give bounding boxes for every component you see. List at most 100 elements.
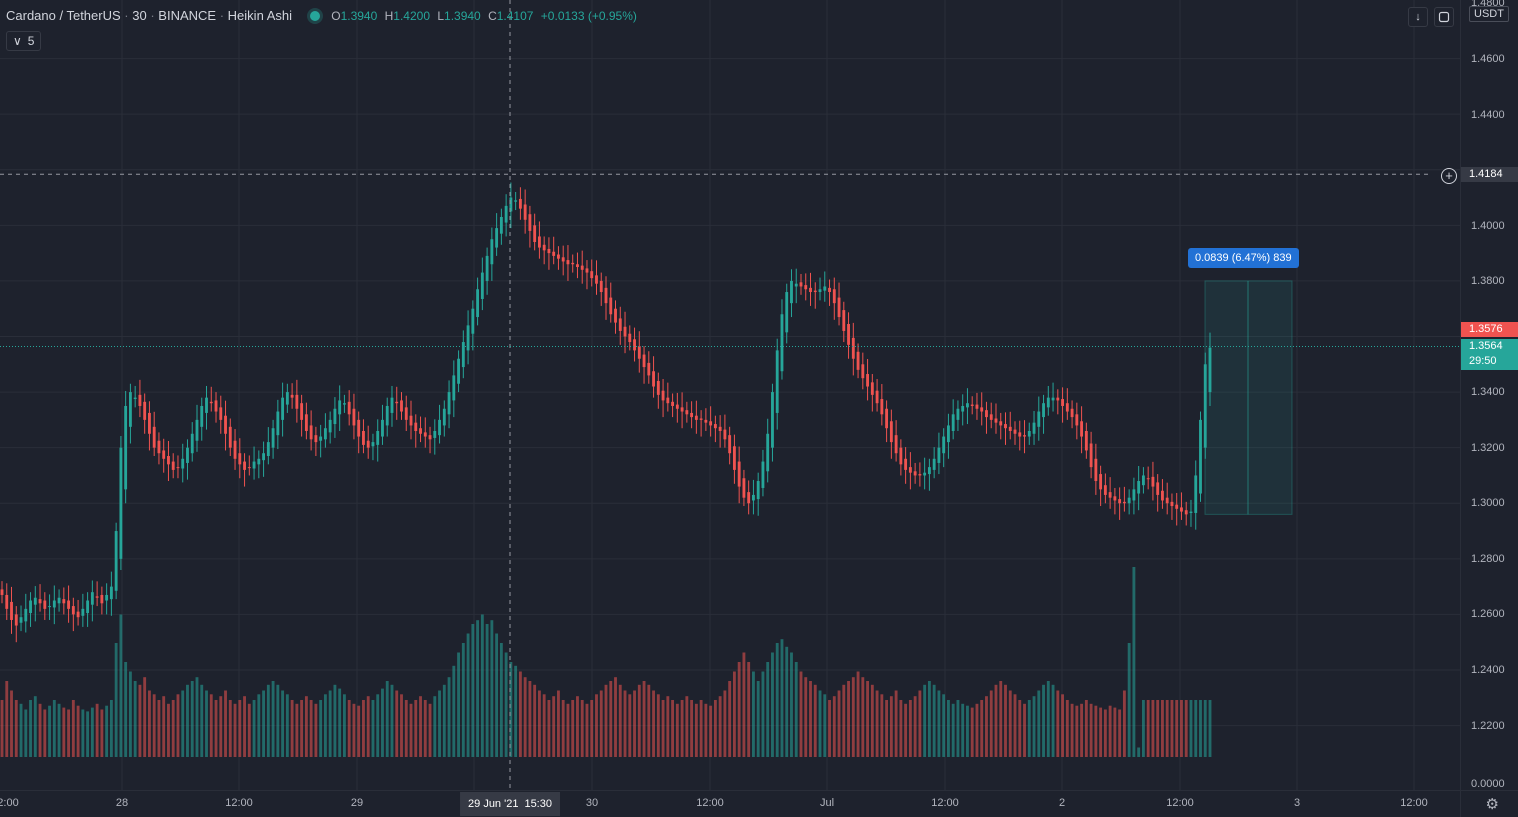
volume-bar bbox=[585, 703, 589, 757]
volume-bar bbox=[328, 690, 332, 757]
volume-bar bbox=[447, 677, 451, 757]
candle-body bbox=[1165, 497, 1169, 504]
candle-body bbox=[499, 216, 503, 234]
indicators-toggle-button[interactable]: ∨ 5 bbox=[6, 31, 42, 51]
candle-body bbox=[908, 467, 912, 473]
fullscreen-icon[interactable] bbox=[1434, 7, 1454, 27]
candle-body bbox=[1113, 496, 1117, 501]
candle-body bbox=[837, 297, 841, 318]
volume-bar bbox=[457, 652, 460, 757]
volume-bar bbox=[438, 690, 441, 757]
volume-bar bbox=[1161, 700, 1164, 757]
candle-body bbox=[552, 251, 556, 256]
candle-body bbox=[595, 275, 598, 284]
candle-body bbox=[480, 272, 484, 299]
candle-body bbox=[847, 323, 850, 345]
candle-body bbox=[761, 461, 765, 488]
candle-body bbox=[566, 260, 570, 265]
volume-bar bbox=[599, 690, 603, 757]
volume-bar bbox=[518, 671, 522, 757]
crosshair-price-label: 1.4184 bbox=[1461, 167, 1518, 182]
volume-bar bbox=[200, 684, 204, 757]
volume-bar bbox=[951, 703, 955, 757]
symbol-name[interactable]: Cardano / TetherUS bbox=[6, 8, 121, 23]
volume-bar bbox=[661, 700, 665, 757]
candle-body bbox=[946, 425, 950, 443]
candle-body bbox=[281, 397, 285, 420]
volume-bar bbox=[946, 700, 950, 757]
time-tick: 2:00 bbox=[0, 797, 19, 809]
candle-body bbox=[537, 236, 541, 248]
candle-body bbox=[124, 405, 128, 490]
volume-bar bbox=[861, 677, 865, 757]
candle-body bbox=[1084, 430, 1088, 451]
volume-bar bbox=[209, 694, 213, 757]
volume-bar bbox=[837, 690, 841, 757]
volume-bar bbox=[989, 690, 993, 757]
volume-bar bbox=[1075, 705, 1079, 757]
candle-body bbox=[314, 435, 318, 443]
volume-bar bbox=[423, 700, 427, 757]
price-chart[interactable] bbox=[0, 0, 1460, 790]
volume-bar bbox=[342, 694, 346, 757]
candle-body bbox=[780, 314, 784, 372]
candle-body bbox=[785, 292, 789, 333]
volume-bar bbox=[295, 703, 299, 757]
volume-bar bbox=[675, 703, 679, 757]
volume-bar bbox=[1180, 700, 1183, 757]
price-tick: 1.2600 bbox=[1471, 608, 1505, 620]
time-axis[interactable]: 2:00 28 12:00 29 30 12:00 Jul 12:00 2 12… bbox=[0, 790, 1460, 817]
candle-body bbox=[1056, 397, 1060, 401]
candle-body bbox=[590, 271, 594, 279]
candle-body bbox=[471, 308, 475, 334]
candle-body bbox=[728, 435, 732, 454]
low-value: 1.3940 bbox=[444, 9, 481, 23]
volume-bar bbox=[737, 662, 741, 757]
candle-body bbox=[547, 248, 551, 254]
volume-bar bbox=[124, 662, 128, 757]
candle-body bbox=[423, 432, 427, 437]
gear-icon[interactable]: ⚙ bbox=[1485, 796, 1499, 813]
measure-tool-label[interactable]: 0.0839 (6.47%) 839 bbox=[1188, 248, 1299, 268]
candle-body bbox=[171, 461, 175, 470]
candle-body bbox=[205, 397, 208, 413]
candle-body bbox=[262, 453, 266, 461]
candle-body bbox=[1046, 397, 1050, 408]
candle-body bbox=[666, 397, 670, 404]
volume-bar bbox=[471, 624, 475, 757]
volume-bar bbox=[980, 700, 984, 757]
candle-body bbox=[381, 419, 384, 437]
bar-countdown: 29:50 bbox=[1469, 355, 1497, 367]
close-value: 1.4107 bbox=[496, 9, 534, 23]
interval-label[interactable]: 30 bbox=[132, 8, 147, 23]
candle-body bbox=[713, 424, 717, 429]
candle-body bbox=[752, 494, 755, 501]
chart-style-label[interactable]: Heikin Ashi bbox=[227, 8, 292, 23]
candle-body bbox=[866, 374, 870, 387]
candle-body bbox=[5, 594, 9, 609]
volume-bar bbox=[162, 696, 166, 757]
time-tick: 12:00 bbox=[696, 797, 724, 809]
chart-pane[interactable]: Cardano / TetherUS · 30 · BINANCE · Heik… bbox=[0, 0, 1460, 790]
candle-body bbox=[395, 401, 399, 404]
volume-bar bbox=[390, 684, 394, 757]
plus-circle-icon[interactable]: + bbox=[1441, 168, 1457, 184]
candle-body bbox=[1199, 419, 1202, 494]
volume-bar bbox=[785, 646, 789, 757]
volume-bar bbox=[999, 681, 1003, 757]
candle-body bbox=[1108, 492, 1112, 498]
volume-bar bbox=[747, 662, 751, 757]
volume-bar bbox=[618, 684, 622, 757]
volume-bar bbox=[771, 652, 774, 757]
candle-body bbox=[1132, 489, 1136, 501]
candle-body bbox=[980, 407, 984, 412]
volume-bar bbox=[804, 677, 808, 757]
candle-body bbox=[271, 428, 275, 448]
candle-body bbox=[1023, 435, 1026, 437]
volume-bar bbox=[0, 700, 4, 757]
volume-bar bbox=[276, 684, 280, 757]
currency-label[interactable]: USDT bbox=[1469, 6, 1509, 22]
arrow-down-icon[interactable]: ↓ bbox=[1408, 7, 1428, 27]
volume-bar bbox=[823, 694, 827, 757]
price-axis[interactable]: USDT 1.4800 1.4600 1.4400 1.4000 1.3800 … bbox=[1460, 0, 1518, 790]
